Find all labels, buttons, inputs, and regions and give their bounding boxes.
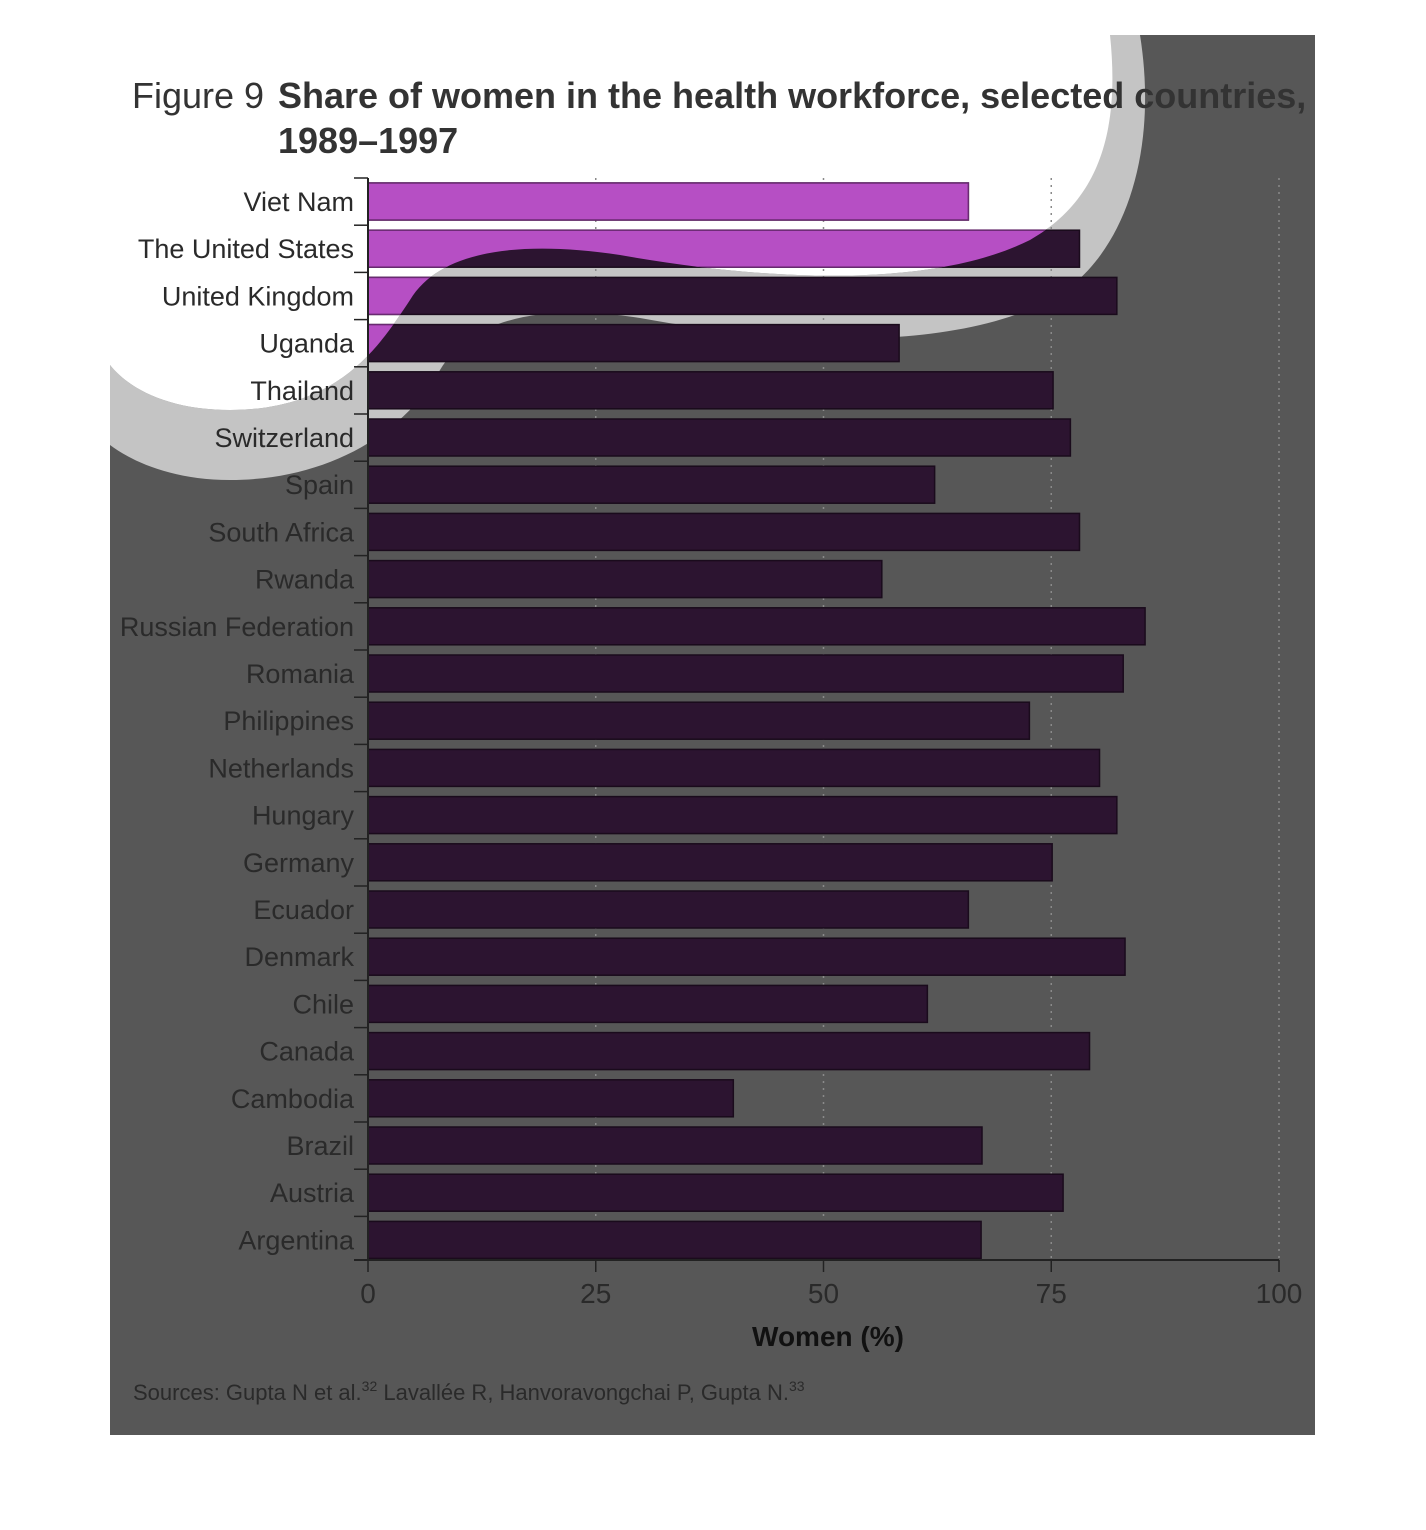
source-ref-1: 32 <box>362 1378 378 1394</box>
bar-chile <box>367 984 929 1024</box>
category-label-austria: Austria <box>270 1178 355 1208</box>
x-tick-label-0: 0 <box>360 1278 376 1309</box>
source-text-2: Lavallée R, Hanvoravongchai P, Gupta N. <box>377 1380 789 1405</box>
category-label-south-africa: South Africa <box>208 517 355 547</box>
bar-philippines <box>367 701 1031 740</box>
category-label-netherlands: Netherlands <box>208 753 354 783</box>
category-label-switzerland: Switzerland <box>214 423 354 453</box>
bar-romania <box>367 654 1124 693</box>
chart-title: Share of women in the health workforce, … <box>278 75 1306 116</box>
category-label-canada: Canada <box>259 1037 355 1067</box>
bar-netherlands <box>367 748 1101 788</box>
bar-argentina <box>367 1220 982 1260</box>
category-label-the-united-states: The United States <box>138 234 354 264</box>
category-label-chile: Chile <box>292 989 354 1019</box>
category-label-spain: Spain <box>285 470 354 500</box>
axes <box>354 177 1279 1261</box>
category-label-denmark: Denmark <box>244 942 354 972</box>
bar-brazil <box>367 1126 983 1165</box>
bar-united-kingdom <box>367 276 1118 316</box>
x-tick-label-75: 75 <box>1036 1278 1067 1309</box>
category-label-hungary: Hungary <box>252 801 355 831</box>
bar-denmark <box>367 937 1126 976</box>
source-ref-2: 33 <box>789 1378 805 1394</box>
category-label-cambodia: Cambodia <box>231 1084 355 1114</box>
category-label-ecuador: Ecuador <box>253 895 354 925</box>
bar-canada <box>367 1031 1091 1071</box>
bar-uganda <box>367 323 900 363</box>
bar-highlight-viet-nam <box>367 182 970 221</box>
x-axis-ticks: 0 25 50 75 100 <box>360 1260 1302 1309</box>
category-label-philippines: Philippines <box>223 706 354 736</box>
bar-switzerland <box>367 418 1072 457</box>
bar-thailand <box>367 371 1054 410</box>
bar-ecuador <box>367 890 970 929</box>
figure-number: Figure 9 <box>132 75 264 116</box>
category-label-romania: Romania <box>246 659 355 689</box>
x-axis-label: Women (%) <box>752 1321 904 1352</box>
bar-austria <box>367 1173 1064 1212</box>
bar-rwanda <box>367 559 883 599</box>
category-label-argentina: Argentina <box>238 1225 355 1255</box>
bar-russian-federation <box>367 607 1146 646</box>
category-label-united-kingdom: United Kingdom <box>162 281 354 311</box>
category-label-rwanda: Rwanda <box>255 565 355 595</box>
category-label-russian-federation: Russian Federation <box>120 612 354 642</box>
x-tick-label-100: 100 <box>1256 1278 1303 1309</box>
category-label-uganda: Uganda <box>259 329 355 359</box>
bar-south-africa <box>367 512 1081 552</box>
x-tick-label-25: 25 <box>580 1278 611 1309</box>
source-note: Sources: Gupta N et al.32 Lavallée R, Ha… <box>133 1378 805 1405</box>
source-text-1: Sources: Gupta N et al. <box>133 1380 362 1405</box>
category-label-brazil: Brazil <box>286 1131 354 1161</box>
bar-spain <box>367 465 936 504</box>
decorative-blob <box>110 35 1113 410</box>
x-tick-label-50: 50 <box>808 1278 839 1309</box>
category-label-thailand: Thailand <box>250 376 354 406</box>
bar-germany <box>367 843 1053 882</box>
chart-title-line2: 1989–1997 <box>278 120 458 161</box>
category-label-germany: Germany <box>243 848 355 878</box>
bar-cambodia <box>367 1079 735 1118</box>
category-label-viet-nam: Viet Nam <box>243 187 354 217</box>
bar-hungary <box>367 795 1118 835</box>
category-labels: Viet Nam The United States United Kingdom U… <box>120 187 355 1255</box>
